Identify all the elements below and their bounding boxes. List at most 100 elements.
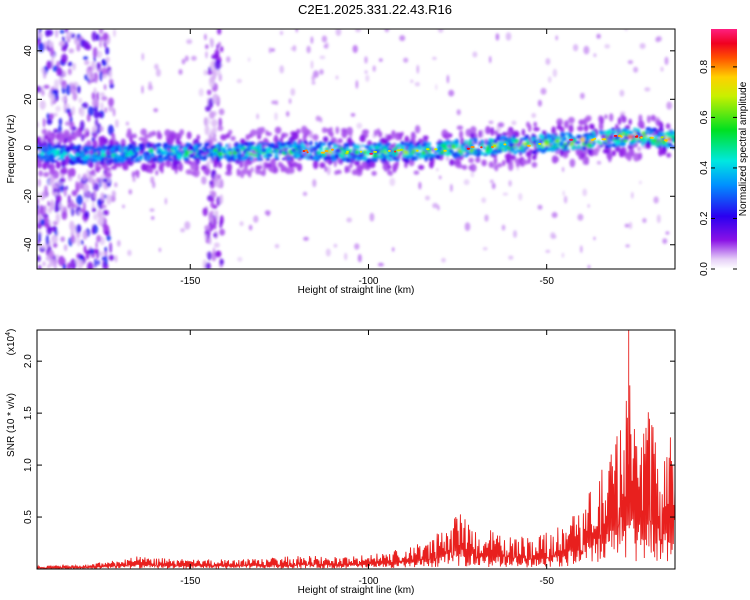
heatmap-cell bbox=[127, 249, 132, 256]
heatmap-cell bbox=[267, 167, 275, 172]
heatmap-cell bbox=[114, 146, 121, 149]
heatmap-cell bbox=[192, 155, 197, 159]
heatmap-cell bbox=[413, 170, 420, 175]
heatmap-cell bbox=[216, 159, 221, 163]
heatmap-cell bbox=[640, 136, 643, 139]
heatmap-cell bbox=[370, 148, 374, 154]
heatmap-cell bbox=[586, 142, 592, 148]
heatmap-cell bbox=[561, 136, 565, 142]
heatmap-cell bbox=[321, 152, 328, 156]
snr-y-tick-label: 0.5 bbox=[23, 510, 34, 524]
heatmap-cell bbox=[216, 44, 219, 50]
heatmap-cell bbox=[335, 148, 341, 153]
heatmap-cell bbox=[658, 132, 665, 137]
heatmap-cell bbox=[455, 144, 460, 149]
heatmap-cell bbox=[235, 142, 239, 147]
heatmap-cell bbox=[359, 134, 366, 143]
heatmap-cell bbox=[283, 132, 289, 138]
heatmap-cell bbox=[513, 151, 517, 155]
heatmap-cell bbox=[656, 214, 661, 224]
heatmap-cell bbox=[568, 124, 574, 133]
heatmap-cell bbox=[552, 68, 558, 78]
heatmap-cell bbox=[472, 51, 478, 58]
heatmap-cell bbox=[156, 132, 163, 140]
heatmap-cell bbox=[321, 35, 328, 43]
heatmap-cell bbox=[381, 137, 387, 144]
heatmap-cell bbox=[383, 147, 387, 150]
heatmap-cell bbox=[420, 152, 427, 155]
heatmap-cell bbox=[497, 144, 503, 150]
heatmap-cell bbox=[68, 48, 75, 54]
heatmap-cell bbox=[236, 153, 241, 158]
heatmap-cell bbox=[275, 100, 279, 105]
heatmap-cell bbox=[100, 175, 104, 186]
heatmap-cell bbox=[347, 155, 352, 159]
heatmap-cell bbox=[439, 150, 445, 155]
heatmap-cell bbox=[76, 186, 80, 193]
heatmap-cell bbox=[416, 149, 419, 152]
heatmap-cell bbox=[218, 108, 225, 116]
heatmap-cell bbox=[544, 144, 550, 147]
heatmap-cell bbox=[463, 154, 469, 158]
heatmap-cell bbox=[662, 238, 668, 244]
heatmap-cell bbox=[131, 148, 137, 154]
heatmap-cell bbox=[226, 56, 231, 63]
heatmap-cell bbox=[435, 168, 439, 172]
heatmap-cell bbox=[642, 218, 647, 223]
heatmap-cell bbox=[42, 68, 47, 79]
heatmap-cell bbox=[630, 140, 634, 143]
heatmap-cell bbox=[319, 162, 326, 169]
heatmap-cell bbox=[312, 179, 317, 188]
heatmap-cell bbox=[629, 141, 635, 146]
heatmap-cell bbox=[624, 133, 630, 136]
heatmap-cell bbox=[210, 128, 215, 138]
heatmap-cell bbox=[225, 151, 230, 155]
heatmap-cell bbox=[220, 134, 228, 141]
heatmap-cell bbox=[246, 150, 249, 154]
heatmap-cell bbox=[265, 129, 269, 136]
heatmap-cell bbox=[655, 119, 661, 127]
heatmap-cell bbox=[329, 126, 333, 133]
heatmap-cell bbox=[79, 120, 85, 132]
heatmap-cell bbox=[201, 146, 206, 150]
heatmap-cell bbox=[102, 32, 109, 41]
heatmap-cell bbox=[87, 261, 94, 269]
heatmap-cell bbox=[150, 152, 155, 158]
heatmap-cell bbox=[285, 153, 288, 156]
heatmap-cell bbox=[490, 127, 495, 136]
heatmap-cell bbox=[219, 219, 223, 229]
heatmap-cell bbox=[152, 158, 158, 162]
heatmap-cell bbox=[53, 242, 58, 248]
heatmap-cell bbox=[386, 156, 389, 159]
heatmap-cell bbox=[415, 153, 421, 156]
heatmap-cell bbox=[653, 196, 659, 204]
heatmap-cell bbox=[76, 153, 80, 156]
heatmap-cell bbox=[346, 217, 353, 223]
heatmap-cell bbox=[663, 139, 668, 142]
heatmap-cell bbox=[381, 157, 388, 161]
heatmap-cell bbox=[551, 126, 556, 136]
heatmap-cell bbox=[108, 159, 113, 164]
heatmap-cell bbox=[214, 59, 222, 71]
heatmap-cell bbox=[250, 166, 254, 173]
heatmap-cell bbox=[325, 248, 331, 257]
heatmap-cell bbox=[665, 231, 670, 235]
heatmap-cell bbox=[638, 152, 643, 160]
heatmap-cell bbox=[341, 150, 345, 153]
heatmap-cell bbox=[449, 159, 455, 166]
heatmap-cell bbox=[46, 226, 53, 235]
heatmap-cell bbox=[205, 51, 208, 59]
heatmap-cell bbox=[84, 210, 90, 219]
heatmap-frame bbox=[36, 28, 676, 270]
heatmap-cell bbox=[102, 260, 106, 269]
heatmap-cell bbox=[66, 31, 72, 37]
heatmap-cell bbox=[405, 155, 411, 159]
heatmap-cell bbox=[42, 210, 46, 217]
heatmap-cell bbox=[505, 158, 511, 164]
heatmap-cell bbox=[71, 224, 76, 230]
heatmap-cell bbox=[548, 137, 552, 141]
heatmap-cell bbox=[236, 168, 241, 177]
heatmap-cell bbox=[218, 117, 223, 128]
heatmap-y-tick-label: 40 bbox=[23, 45, 34, 57]
heatmap-cell bbox=[604, 144, 609, 149]
